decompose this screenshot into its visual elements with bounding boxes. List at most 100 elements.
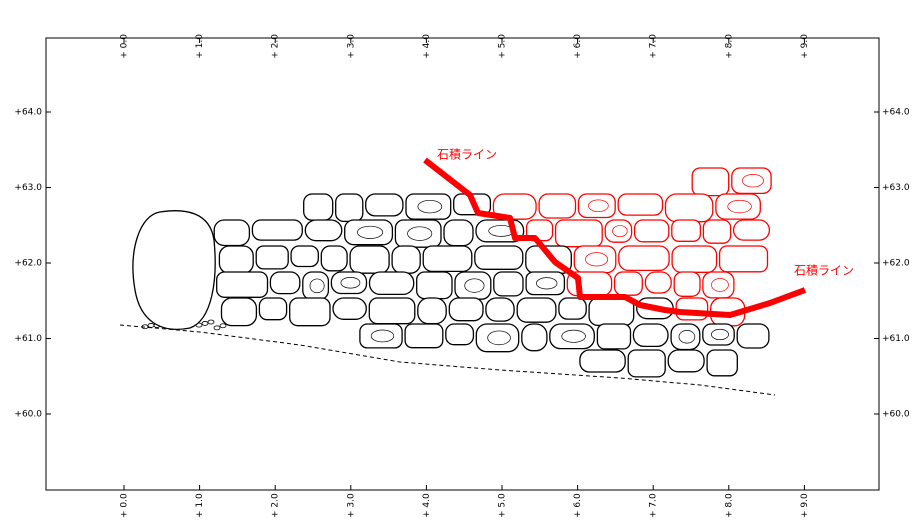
- stone: [672, 246, 717, 272]
- x-tick-label: + 1.0: [195, 34, 205, 59]
- stone: [370, 272, 414, 294]
- stone: [716, 194, 760, 219]
- stone: [486, 298, 514, 321]
- stone: [219, 246, 253, 273]
- stone: [676, 298, 707, 320]
- stone: [618, 194, 662, 215]
- x-tick-label: + 4.0: [422, 34, 432, 59]
- stone: [674, 272, 700, 296]
- stone: [550, 324, 595, 349]
- stone: [633, 324, 668, 346]
- x-tick-label: + 1.0: [195, 493, 205, 518]
- stone: [737, 324, 769, 348]
- stone: [597, 324, 630, 349]
- pebble: [148, 323, 154, 327]
- stone: [559, 298, 586, 319]
- stone: [395, 220, 441, 247]
- stone: [589, 298, 634, 325]
- stone: [615, 272, 643, 295]
- stone: [392, 246, 420, 273]
- stone-wall: [142, 168, 771, 377]
- stone: [252, 220, 302, 240]
- annotation: 石積ライン: [437, 147, 497, 162]
- x-tick-label: + 5.0: [498, 493, 508, 518]
- stone: [605, 220, 631, 242]
- stone: [703, 272, 734, 298]
- stone: [444, 220, 473, 246]
- y-tick-label: +60.0: [14, 410, 42, 420]
- stone: [666, 194, 713, 222]
- annotation: 石積ライン: [794, 263, 854, 278]
- stone: [574, 246, 616, 273]
- stone: [494, 272, 523, 296]
- y-tick-label: +63.0: [882, 183, 910, 193]
- stone: [720, 246, 768, 272]
- x-tick-label: + 0.0: [120, 34, 130, 59]
- stone: [645, 272, 671, 293]
- stone: [580, 350, 625, 372]
- stone: [707, 350, 737, 376]
- stone: [522, 324, 547, 351]
- y-tick-label: +64.0: [14, 108, 42, 118]
- pebble: [202, 321, 208, 325]
- y-tick-label: +64.0: [882, 108, 910, 118]
- stone: [539, 194, 575, 218]
- stone: [336, 194, 363, 221]
- y-tick-label: +61.0: [14, 334, 42, 344]
- stone: [692, 168, 729, 196]
- stone: [290, 298, 330, 326]
- x-tick-label: + 6.0: [573, 34, 583, 59]
- stone: [556, 220, 603, 247]
- stone: [668, 350, 704, 372]
- stone: [406, 194, 451, 219]
- y-tick-label: +61.0: [882, 334, 910, 344]
- stone: [417, 272, 452, 299]
- stone: [475, 246, 523, 269]
- x-tick-label: + 7.0: [649, 34, 659, 59]
- stone: [270, 272, 299, 294]
- x-tick-label: + 8.0: [724, 493, 734, 518]
- stone: [291, 246, 318, 267]
- stone: [222, 298, 257, 326]
- x-tick-label: + 3.0: [346, 34, 356, 59]
- y-tick-label: +60.0: [882, 410, 910, 420]
- stone: [446, 324, 474, 345]
- stone: [455, 272, 491, 299]
- stone: [304, 194, 333, 220]
- stone: [628, 350, 665, 377]
- stone: [732, 168, 771, 193]
- x-tick-label: + 2.0: [271, 493, 281, 518]
- x-tick-label: + 6.0: [573, 493, 583, 518]
- pebble: [208, 320, 214, 324]
- stone: [703, 220, 730, 243]
- y-tick-label: +63.0: [14, 183, 42, 193]
- stone: [366, 194, 403, 216]
- stone: [321, 246, 347, 271]
- stone: [333, 298, 366, 319]
- stone: [734, 220, 770, 240]
- stone: [350, 246, 389, 273]
- x-tick-label: + 7.0: [649, 493, 659, 518]
- x-tick-label: + 3.0: [346, 493, 356, 518]
- stone: [476, 324, 518, 352]
- stone: [369, 298, 415, 324]
- stone: [635, 220, 669, 242]
- pebble: [220, 324, 226, 328]
- stone: [449, 298, 483, 321]
- stone: [345, 220, 393, 245]
- stone: [517, 298, 556, 322]
- y-tick-label: +62.0: [882, 259, 910, 269]
- stone: [671, 324, 700, 350]
- stone: [259, 298, 286, 320]
- stone: [418, 298, 446, 324]
- stone: [526, 272, 564, 295]
- x-tick-label: + 9.0: [800, 34, 810, 59]
- x-tick-label: + 0.0: [120, 493, 130, 518]
- x-tick-label: + 8.0: [724, 34, 734, 59]
- stone: [703, 324, 734, 345]
- stone: [672, 220, 701, 241]
- stone: [619, 246, 669, 270]
- pebble: [214, 326, 220, 330]
- x-tick-label: + 5.0: [498, 34, 508, 59]
- x-tick-label: + 4.0: [422, 493, 432, 518]
